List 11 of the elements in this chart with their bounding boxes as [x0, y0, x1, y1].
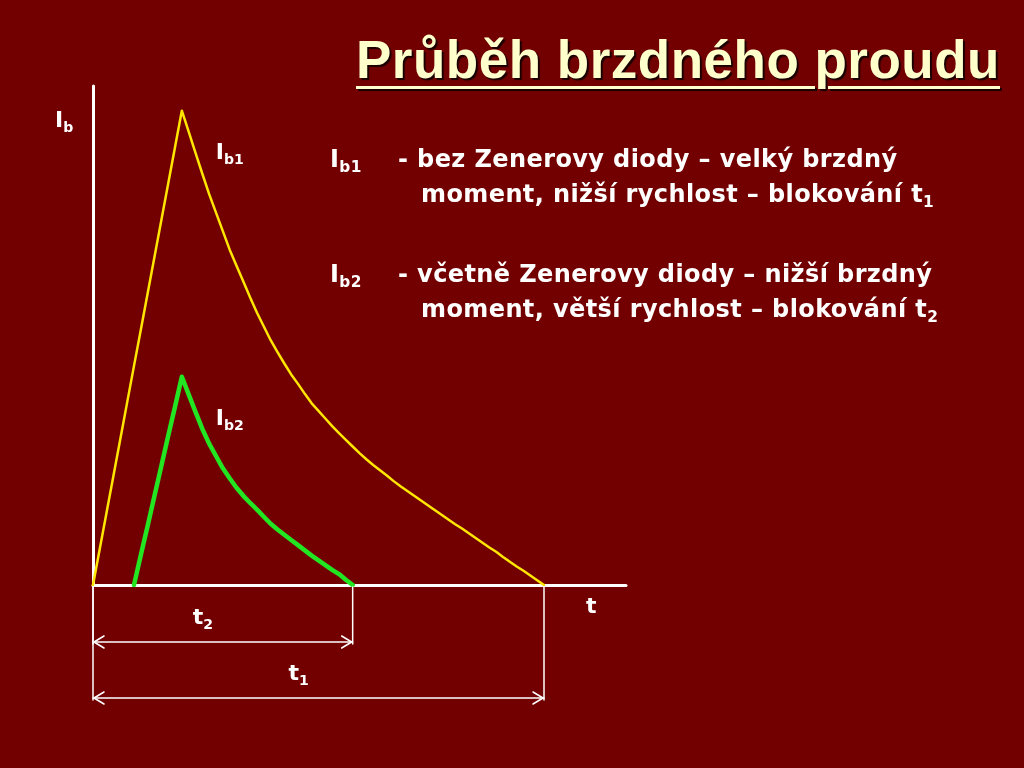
- y-axis-title: I$_{b}$: [55, 107, 74, 135]
- annotation: - bez Zenerovy diody – velký brzdný moment, nižší rychlost – blokování t$_{1}$: [398, 144, 936, 212]
- annotation: I$_{b2}$: [330, 259, 363, 292]
- annotation: I$_{b1}$: [330, 144, 363, 177]
- chart-title: Průběh brzdného proudu: [356, 29, 1000, 91]
- annotation: - včetně Zenerovy diody – nižší brzdný moment, větší rychlost – blokování t$_{2}$: [398, 259, 940, 327]
- text: t$_{2}$: [192, 604, 214, 632]
- text: t$_{1}$: [288, 660, 309, 688]
- series-label: I$_{b2}$: [215, 404, 244, 433]
- series-label: I$_{b1}$: [215, 138, 244, 167]
- x-axis-title: t: [586, 593, 597, 619]
